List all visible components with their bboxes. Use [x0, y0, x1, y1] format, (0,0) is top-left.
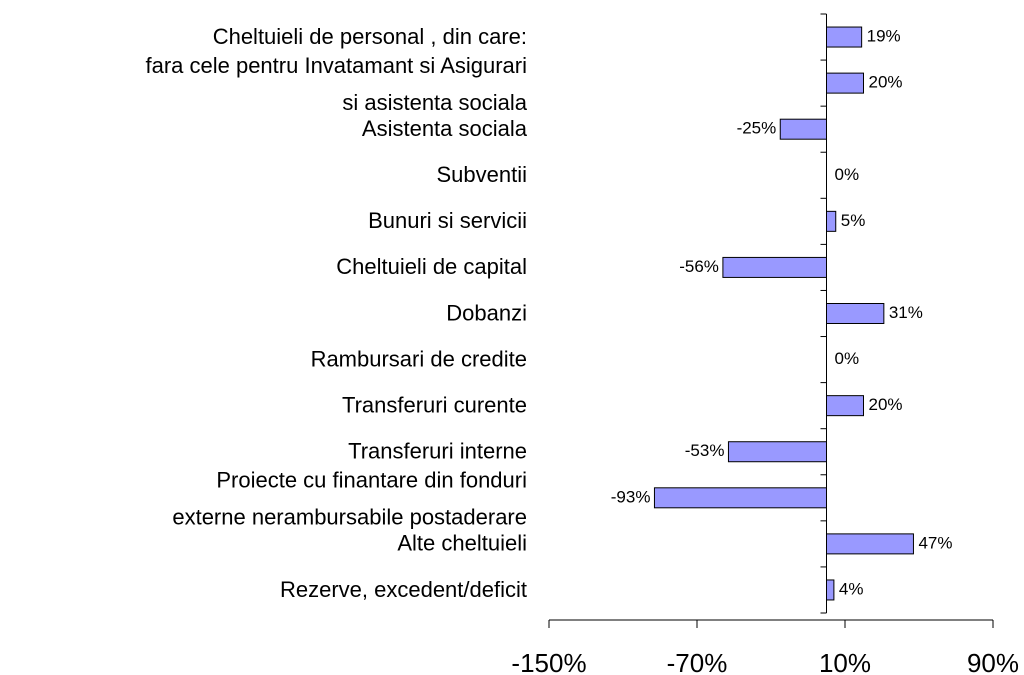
category-label: si asistenta sociala [342, 90, 527, 115]
x-tick-label: -70% [667, 648, 728, 675]
value-label: 0% [835, 165, 860, 184]
value-label: -53% [685, 441, 725, 460]
bar [727, 441, 828, 463]
value-label: -93% [611, 487, 651, 506]
bar [653, 487, 828, 509]
bar [826, 26, 863, 48]
category-label: Dobanzi [446, 300, 527, 325]
value-label: -25% [737, 119, 777, 138]
value-label: 20% [869, 73, 903, 92]
value-label: 19% [867, 27, 901, 46]
value-label: 31% [889, 303, 923, 322]
category-label: Rezerve, excedent/deficit [280, 577, 527, 602]
category-label: Cheltuieli de personal , din care: [213, 24, 527, 49]
category-label: Transferuri interne [348, 439, 527, 464]
value-label: 20% [869, 395, 903, 414]
category-label: Rambursari de credite [311, 346, 527, 371]
category-label: Proiecte cu finantare din fonduri [216, 468, 527, 493]
value-label: 4% [839, 579, 864, 598]
bar [826, 303, 885, 324]
category-label: Asistenta sociala [362, 116, 528, 141]
category-label: Alte cheltuieli [397, 531, 527, 556]
category-label: Subventii [436, 162, 527, 187]
bar [826, 210, 837, 232]
category-label: fara cele pentru Invatamant si Asigurari [145, 53, 527, 78]
category-label: Cheltuieli de capital [336, 254, 527, 279]
value-label: -56% [679, 257, 719, 276]
bar [826, 579, 835, 601]
x-tick-label: 10% [819, 648, 871, 675]
bar [779, 118, 827, 140]
bar [826, 533, 914, 555]
value-label: 0% [835, 349, 860, 368]
category-label: Transferuri curente [342, 392, 527, 417]
bar [826, 395, 864, 417]
category-label: Bunuri si servicii [368, 208, 527, 233]
x-tick-label: 90% [967, 648, 1019, 675]
category-label: externe nerambursabile postaderare [172, 505, 527, 530]
value-label: 5% [841, 211, 866, 230]
bar [826, 72, 864, 94]
x-tick-label: -150% [511, 648, 586, 675]
bar [722, 256, 828, 278]
value-label: 47% [918, 533, 952, 552]
